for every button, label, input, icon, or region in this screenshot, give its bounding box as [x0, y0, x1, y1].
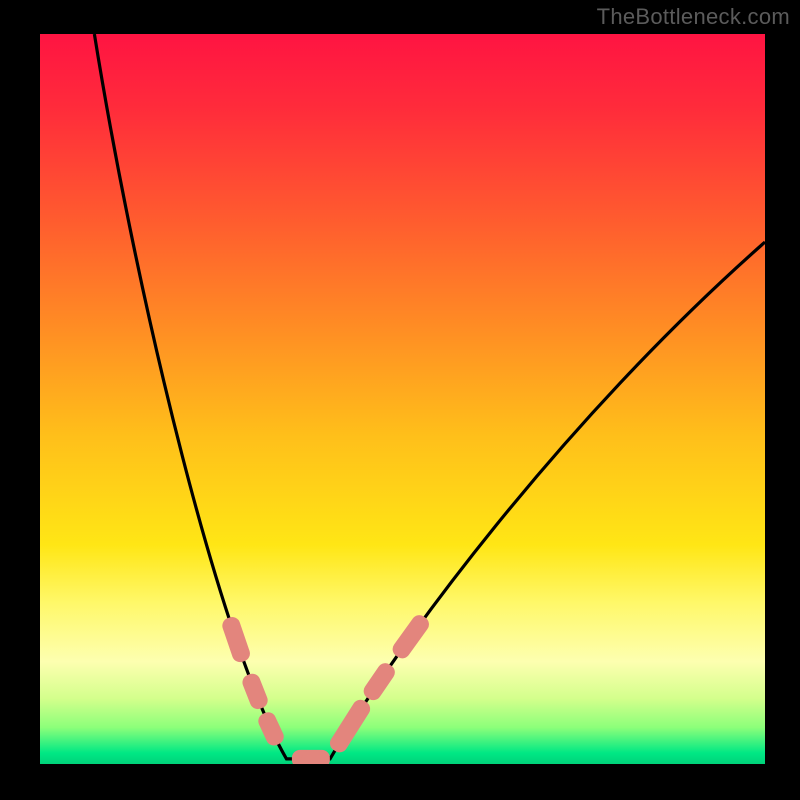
chart-stage: TheBottleneck.com: [0, 0, 800, 800]
watermark-text: TheBottleneck.com: [597, 4, 790, 30]
bottleneck-chart: [0, 0, 800, 800]
curve-marker: [302, 750, 330, 768]
